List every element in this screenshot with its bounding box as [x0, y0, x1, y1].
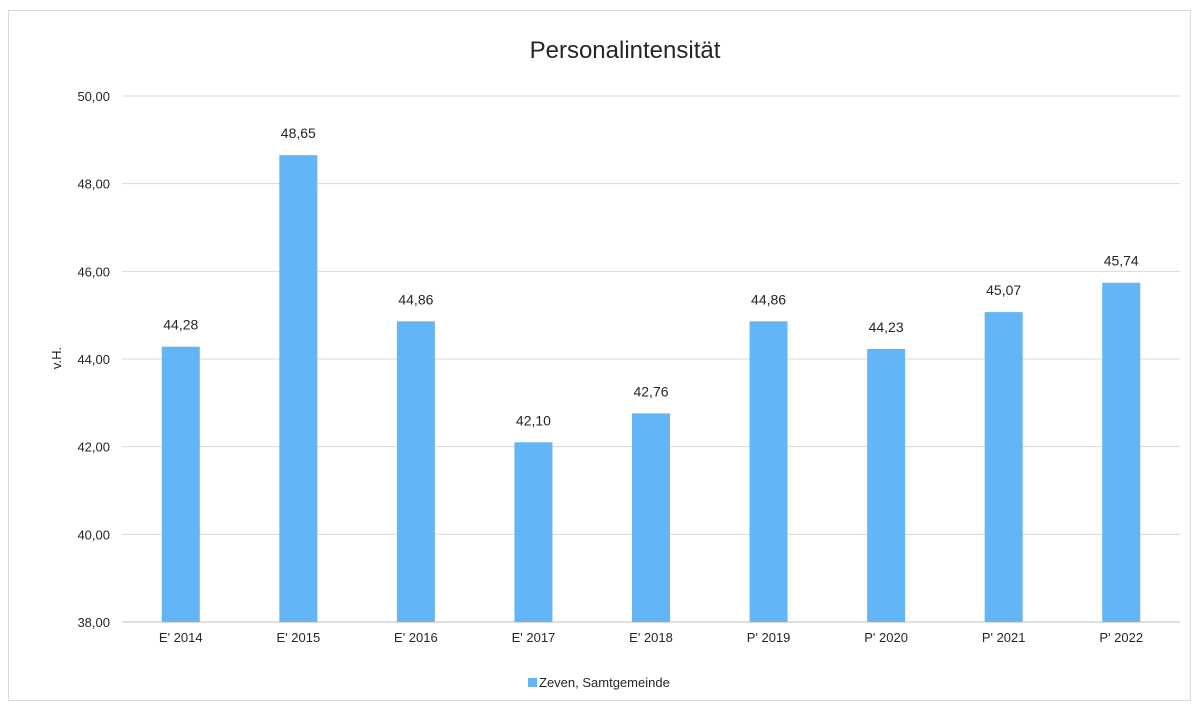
y-tick-label: 48,00: [77, 177, 110, 192]
x-tick-label: P' 2021: [982, 630, 1026, 645]
bar: [749, 321, 788, 622]
x-tick-label: E' 2016: [394, 630, 438, 645]
data-label: 45,74: [1104, 253, 1139, 269]
data-label: 42,10: [516, 412, 551, 428]
y-axis-ticks: 38,00 40,00 42,00 44,00 46,00 48,00 50,00: [77, 89, 110, 630]
y-tick-label: 42,00: [77, 440, 110, 455]
bar: [396, 321, 435, 622]
data-label: 48,65: [281, 125, 316, 141]
y-tick-label: 40,00: [77, 527, 110, 542]
bar: [867, 348, 906, 622]
x-tick-label: P' 2020: [864, 630, 908, 645]
x-tick-label: E' 2018: [629, 630, 673, 645]
x-tick-label: P' 2022: [1099, 630, 1143, 645]
data-label: 42,76: [633, 383, 668, 399]
x-tick-label: E' 2017: [512, 630, 556, 645]
legend: Zeven, Samtgemeinde: [528, 675, 670, 690]
x-axis-ticks: E' 2014 E' 2015 E' 2016 E' 2017 E' 2018 P' 20…: [159, 630, 1143, 645]
y-tick-label: 44,00: [77, 352, 110, 367]
bar: [514, 442, 553, 622]
y-axis-title: v.H.: [49, 347, 64, 369]
x-tick-label: E' 2015: [276, 630, 320, 645]
y-tick-label: 50,00: [77, 89, 110, 104]
bars: [161, 155, 1141, 623]
y-tick-label: 46,00: [77, 264, 110, 279]
y-tick-label: 38,00: [77, 615, 110, 630]
x-tick-label: P' 2019: [747, 630, 791, 645]
data-label: 44,86: [751, 291, 786, 307]
legend-swatch: [528, 678, 537, 687]
bar: [632, 413, 670, 622]
data-label: 45,07: [986, 282, 1021, 298]
x-tick-label: E' 2014: [159, 630, 203, 645]
bar: [161, 346, 200, 622]
bar: [1102, 282, 1141, 622]
data-label: 44,86: [398, 291, 433, 307]
data-label: 44,28: [163, 317, 198, 333]
bar: [279, 155, 318, 623]
chart-title: Personalintensität: [530, 37, 721, 64]
data-label: 44,23: [869, 319, 904, 335]
bar: [984, 312, 1023, 622]
legend-label: Zeven, Samtgemeinde: [539, 675, 670, 690]
data-labels: 44,28 48,65 44,86 42,10 42,76 44,86 44,23 45,07…: [163, 125, 1139, 428]
